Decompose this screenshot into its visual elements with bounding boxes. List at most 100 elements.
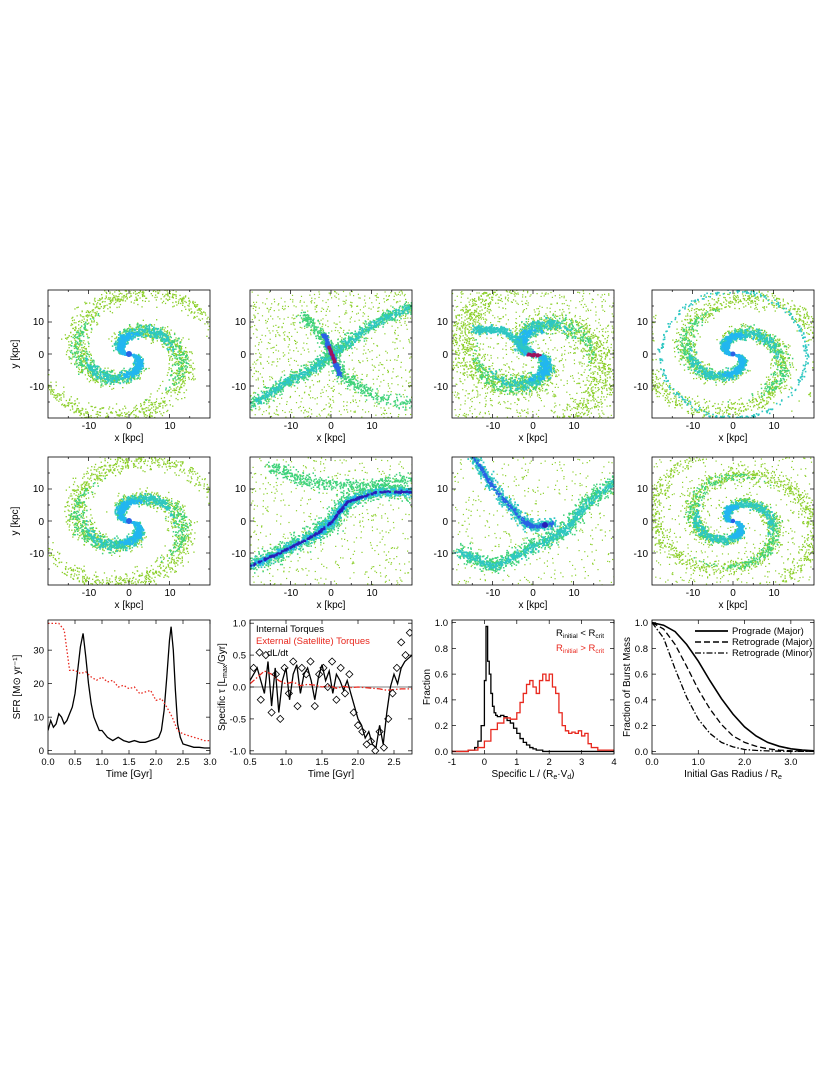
gas-particle [194, 304, 196, 306]
gas-particle [48, 384, 49, 386]
gas-particle [70, 324, 72, 327]
gas-particle [128, 382, 130, 384]
gas-particle [334, 291, 336, 293]
gas-particle [181, 379, 183, 381]
gas-particle [151, 331, 154, 334]
gas-particle [188, 309, 190, 312]
gas-particle [329, 415, 331, 417]
gas-particle [132, 411, 134, 413]
gas-particle [387, 314, 389, 316]
gas-particle [365, 329, 367, 331]
gas-particle [144, 368, 147, 371]
gas-particle [154, 333, 156, 336]
gas-particle [136, 299, 138, 301]
gas-particle [101, 383, 103, 385]
gas-particle [124, 337, 127, 340]
gas-particle [356, 335, 358, 338]
gas-particle [397, 355, 399, 357]
gas-particle [93, 303, 95, 306]
gas-particle [165, 387, 167, 389]
gas-particle [282, 322, 284, 324]
gas-particle [348, 355, 350, 357]
gas-particle [292, 299, 294, 301]
gas-particle [156, 328, 159, 330]
gas-particle [114, 374, 117, 377]
gas-particle [119, 415, 121, 417]
gas-particle [41, 369, 42, 370]
gas-particle [420, 308, 422, 310]
gas-particle [175, 346, 177, 348]
gas-particle [38, 367, 39, 368]
gas-particle [148, 300, 150, 302]
gas-particle [141, 365, 144, 368]
gas-particle [74, 363, 76, 366]
gas-particle [77, 364, 80, 367]
gas-particle [150, 335, 153, 338]
gas-particle [269, 342, 271, 344]
gas-particle [283, 370, 285, 372]
gas-particle [117, 345, 120, 348]
gas-particle [369, 297, 371, 299]
gas-particle [215, 330, 216, 331]
gas-particle [298, 373, 300, 375]
gas-particle [328, 406, 330, 408]
gas-particle [179, 351, 181, 353]
gas-particle [81, 346, 83, 349]
gas-particle [342, 331, 344, 333]
gas-particle [311, 297, 313, 299]
gas-particle [135, 288, 136, 289]
gas-particle [386, 299, 388, 301]
gas-particle [152, 338, 154, 341]
gas-particle [142, 300, 144, 302]
gas-particle [185, 368, 187, 370]
gas-particle [392, 306, 394, 308]
gas-particle [90, 368, 92, 371]
gas-particle [180, 351, 182, 353]
gas-particle [114, 375, 117, 378]
gas-particle [122, 285, 123, 286]
gas-particle [112, 375, 115, 377]
gas-particle [283, 374, 286, 376]
gas-particle [276, 365, 278, 367]
gas-particle [180, 349, 182, 351]
gas-particle [115, 337, 117, 339]
gas-particle [56, 396, 58, 398]
gas-particle [358, 341, 360, 343]
gas-particle [136, 355, 139, 358]
gas-particle [124, 343, 127, 346]
gas-particle [117, 298, 119, 300]
gas-particle [88, 354, 90, 356]
gas-particle [254, 345, 256, 347]
gas-particle [328, 292, 330, 294]
gas-particle [180, 385, 182, 387]
gas-particle [343, 401, 345, 403]
gas-particle [259, 408, 261, 410]
gas-particle [325, 404, 327, 406]
gas-particle [86, 316, 89, 318]
gas-particle [132, 336, 135, 338]
gas-particle [85, 355, 88, 358]
gas-particle [140, 372, 142, 375]
gas-particle [201, 312, 203, 314]
gas-particle [116, 377, 119, 380]
gas-particle [315, 368, 317, 370]
gas-particle [84, 348, 86, 350]
gas-particle [167, 342, 169, 344]
gas-particle [168, 331, 170, 333]
gas-particle [266, 348, 268, 350]
gas-particle [385, 295, 387, 297]
gas-particle [87, 369, 89, 371]
gas-particle [369, 351, 371, 353]
gas-particle [148, 405, 150, 407]
gas-particle [74, 354, 76, 356]
gas-particle [70, 362, 72, 365]
gas-particle [389, 359, 391, 361]
gas-particle [92, 311, 94, 313]
gas-particle [88, 381, 91, 383]
gas-particle [286, 335, 288, 337]
gas-particle [368, 307, 370, 309]
gas-particle [409, 357, 411, 359]
gas-particle [174, 362, 176, 364]
gas-particle [143, 329, 146, 332]
gas-particle [101, 407, 103, 409]
